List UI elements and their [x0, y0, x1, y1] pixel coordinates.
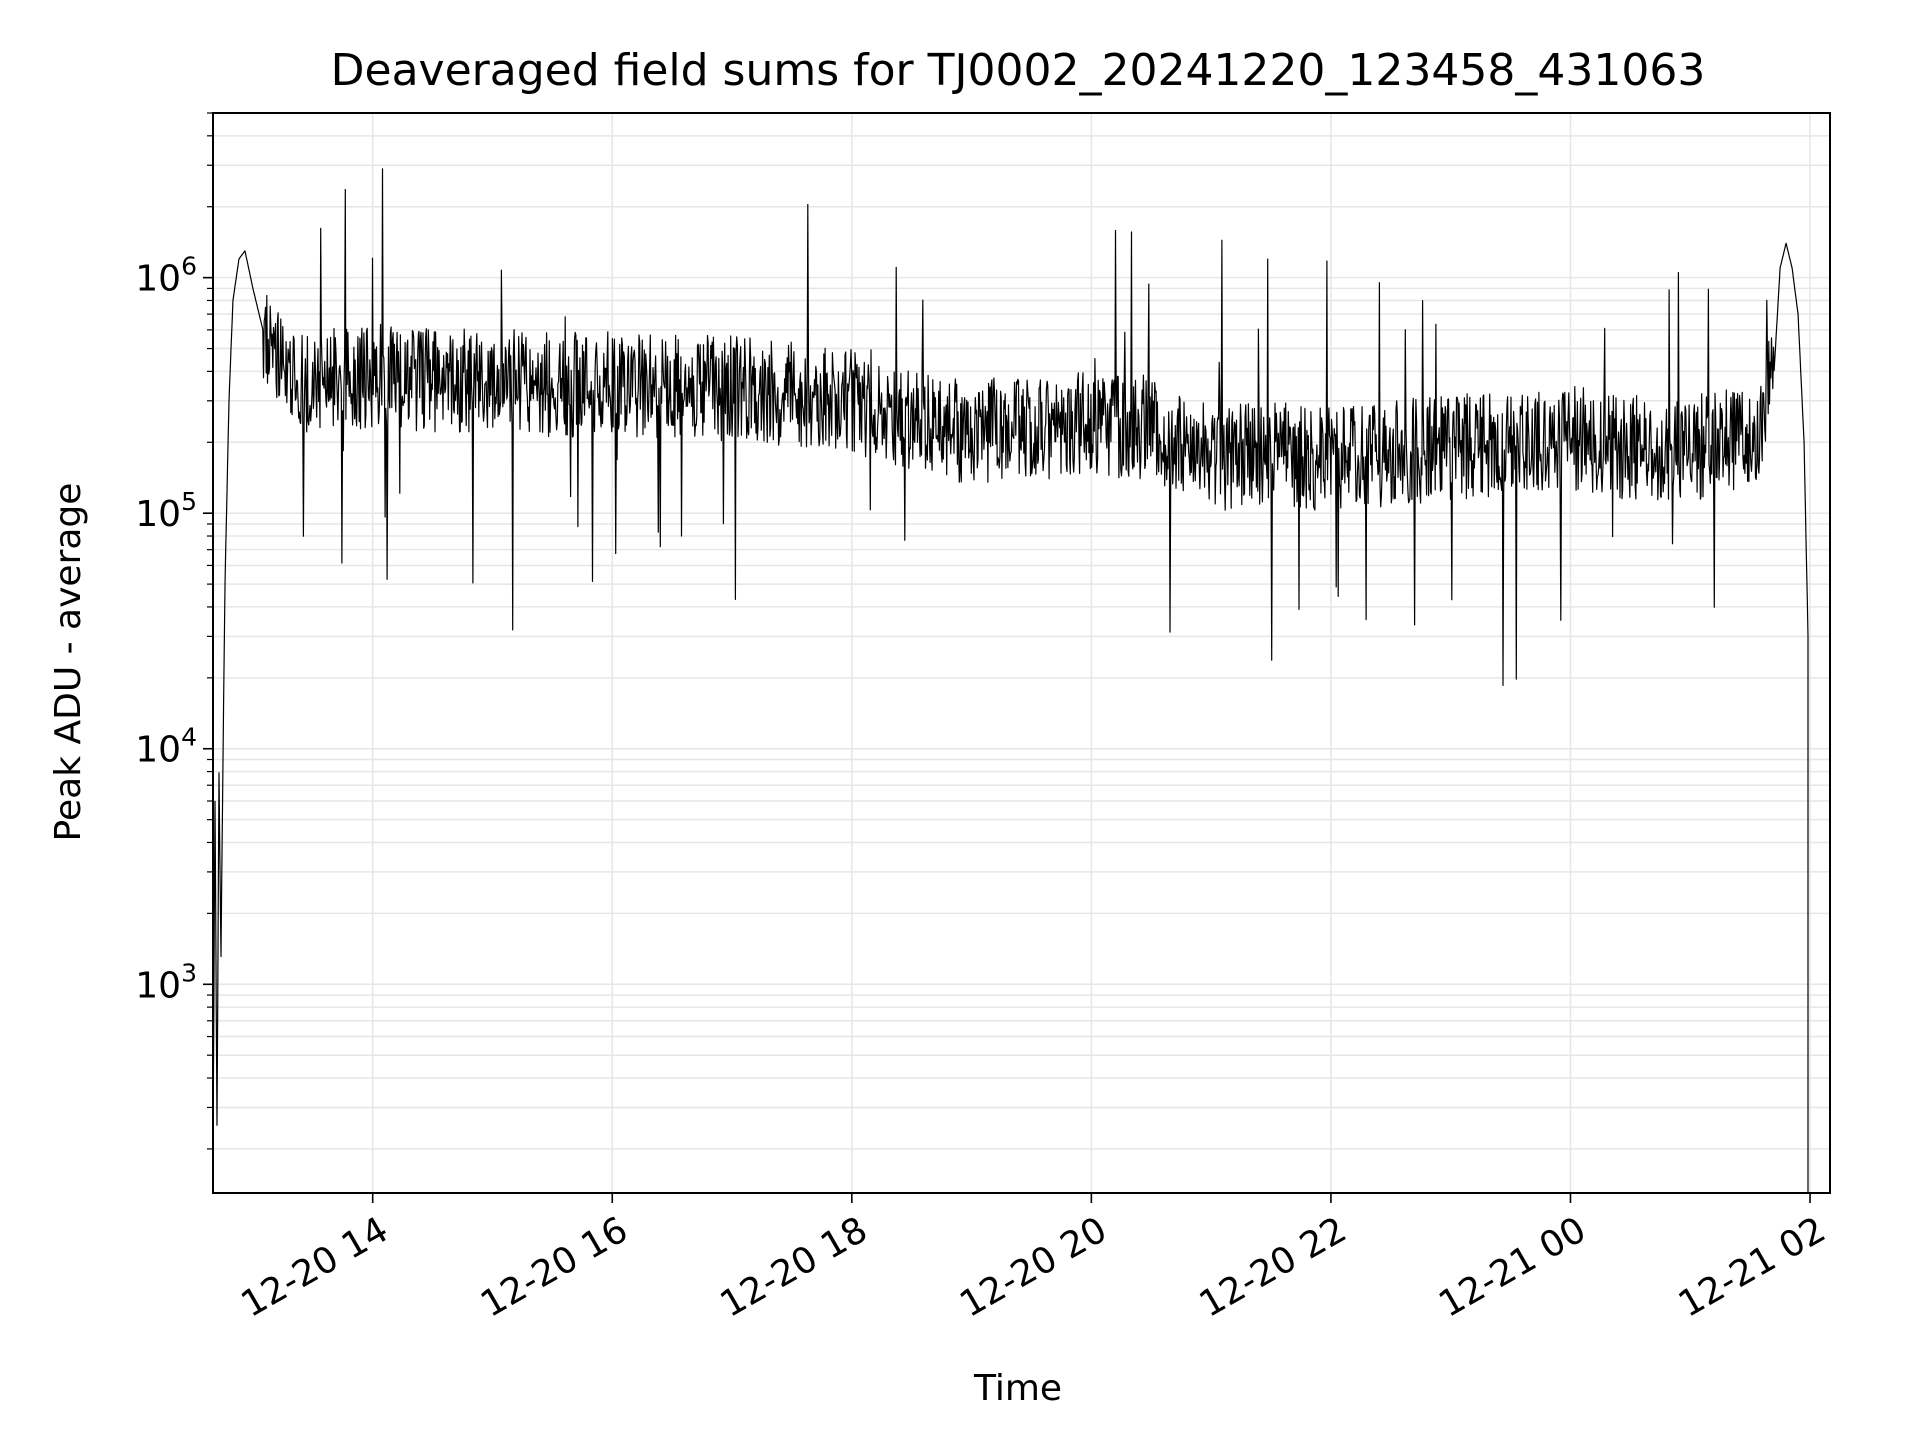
- x-tick-label: 12-21 00: [1432, 1209, 1593, 1325]
- plot-frame: [212, 112, 1831, 1194]
- x-tick-label: 12-20 18: [714, 1209, 875, 1325]
- x-axis-ticks: 12-20 14 12-20 16 12-20 18 12-20 20 12-20 22…: [235, 1193, 1833, 1326]
- y-axis-label: Peak ADU - average: [48, 483, 89, 842]
- chart-title: Deaveraged field sums for TJ0002_2024122…: [331, 45, 1706, 96]
- y-tick-label: 103: [135, 958, 197, 1006]
- x-tick-label: 12-21 02: [1672, 1209, 1833, 1325]
- x-tick-label: 12-20 20: [953, 1209, 1114, 1325]
- x-tick-label: 12-20 22: [1193, 1209, 1354, 1325]
- y-tick-label: 105: [135, 487, 197, 535]
- grid: [213, 112, 1830, 1193]
- major-gridlines: [213, 113, 1830, 1193]
- y-tick-label: 106: [135, 252, 197, 300]
- x-tick-label: 12-20 16: [474, 1209, 635, 1325]
- minor-gridlines: [213, 112, 1830, 1150]
- y-axis-ticks: 103 104 105 106: [135, 112, 213, 1150]
- x-tick-label: 12-20 14: [235, 1209, 396, 1325]
- series-line: [212, 168, 1809, 1193]
- x-axis-label: Time: [973, 1368, 1062, 1409]
- y-tick-label: 104: [135, 723, 197, 771]
